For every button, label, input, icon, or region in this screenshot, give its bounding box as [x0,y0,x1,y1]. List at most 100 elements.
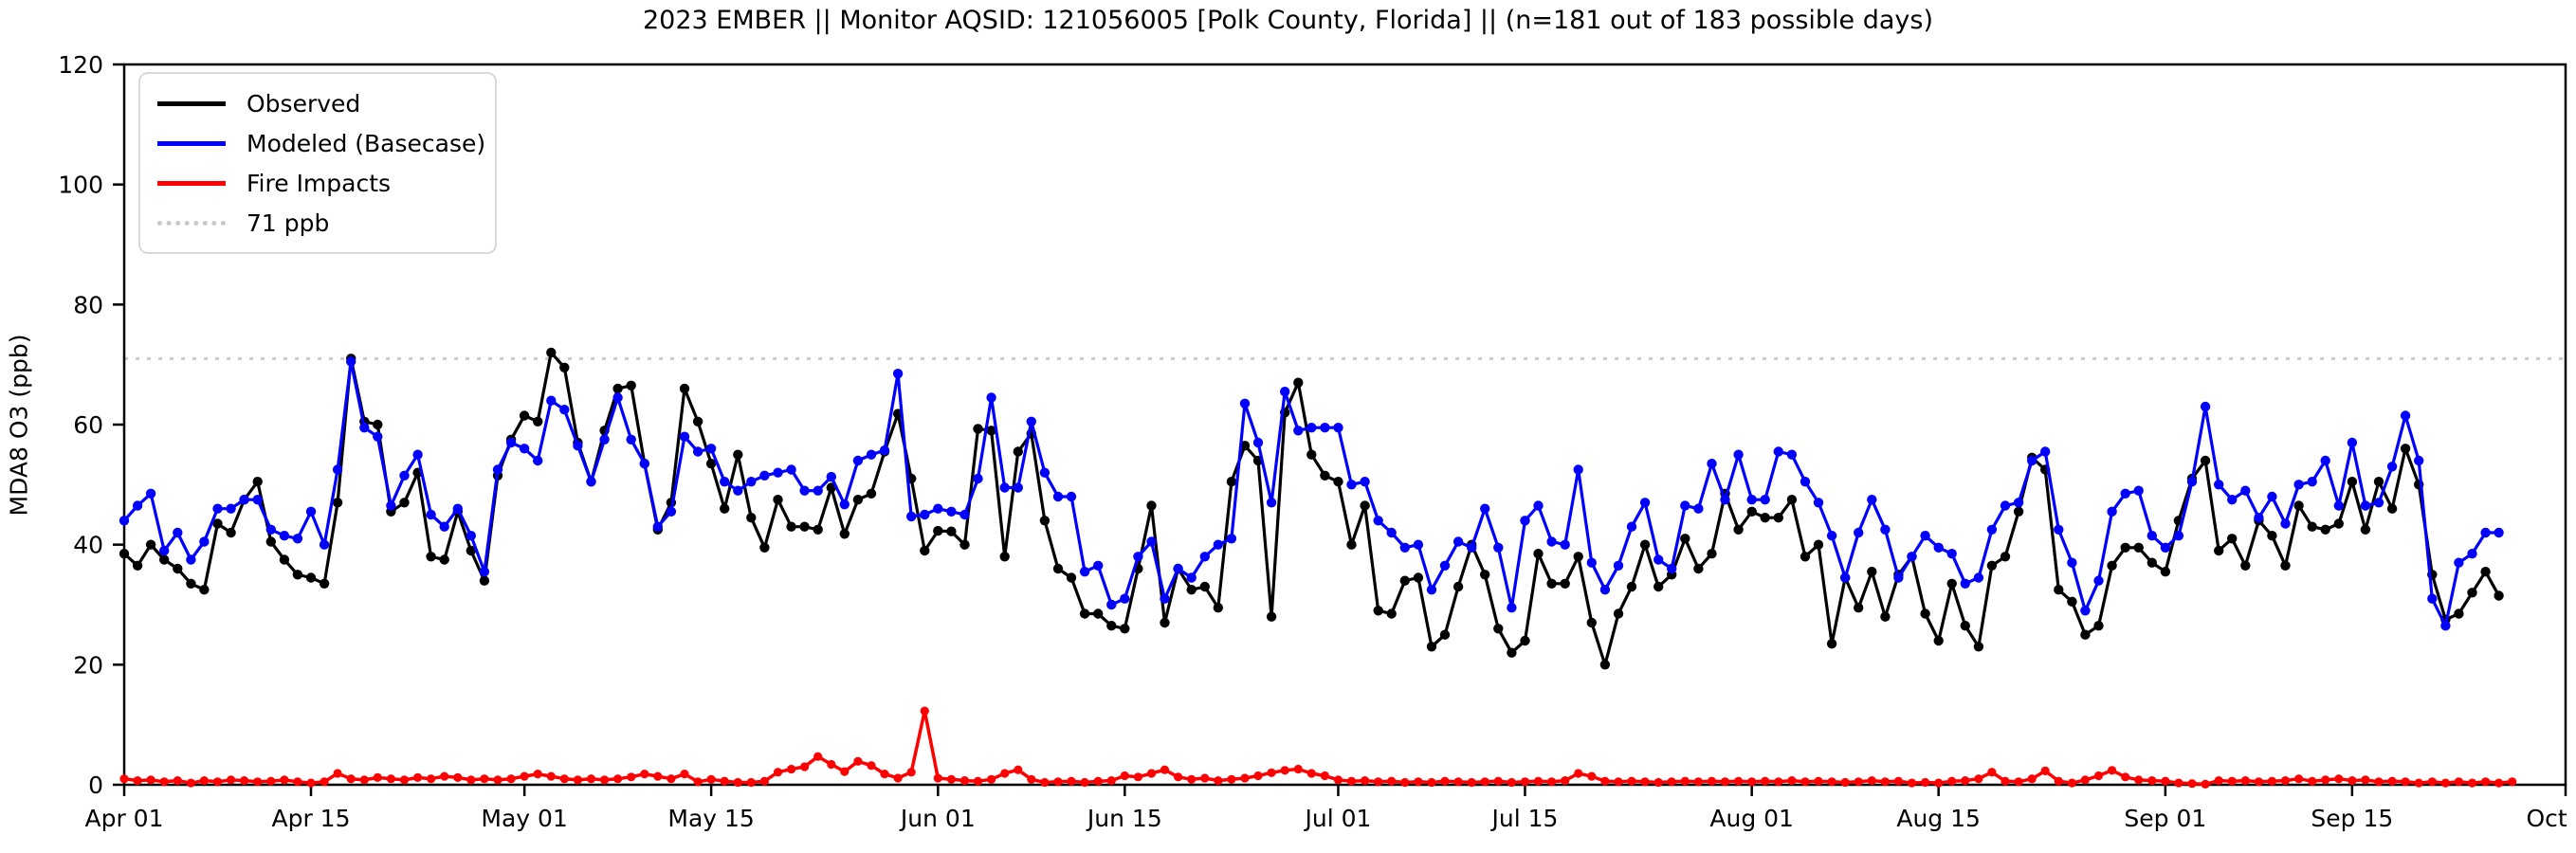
series-modeled-marker [746,477,757,487]
series-modeled-marker [2147,531,2157,541]
legend-line-sample [157,140,226,146]
series-observed-marker [1199,581,1211,592]
series-fire-marker [1306,769,1316,778]
series-fire-marker [1067,776,1076,786]
series-modeled-marker [2427,593,2438,604]
series-observed-marker [1800,552,1811,562]
series-modeled-marker [852,455,864,466]
series-fire-marker [227,775,236,785]
series-observed-marker [2373,477,2384,487]
series-modeled-marker [1413,539,1424,550]
series-fire-marker [1693,777,1703,787]
series-observed-marker [2307,521,2317,532]
series-fire-marker [1653,777,1663,788]
series-modeled-marker [1293,426,1304,436]
x-tick-label: Apr 01 [84,805,163,832]
series-observed-marker [1680,534,1690,544]
series-fire-marker [1200,773,1210,783]
series-fire-marker [399,775,410,785]
series-observed-marker [1813,539,1824,550]
series-modeled-marker [319,539,330,550]
series-modeled-marker [573,441,583,451]
series-observed-marker [252,477,263,487]
series-observed-marker [692,416,703,426]
series-modeled-marker [1733,449,1744,460]
series-modeled-marker [1426,585,1437,595]
series-observed-marker [373,419,383,430]
series-observed-marker [920,545,930,556]
x-tick-label: May 01 [481,805,567,832]
y-tick-label: 40 [73,532,103,559]
series-fire-marker [173,776,182,786]
series-modeled-marker [305,506,317,517]
series-modeled-marker [412,449,423,460]
series-fire-marker [1880,777,1890,787]
series-fire-marker [987,774,996,784]
series-observed-marker [852,495,864,505]
series-observed-marker [1960,621,1970,631]
series-observed-marker [2093,621,2104,631]
series-modeled-marker [1760,495,1770,505]
series-observed-marker [1039,516,1050,526]
series-modeled-marker [359,423,370,433]
series-observed-marker [2160,567,2171,577]
series-modeled-marker [1680,500,1690,511]
series-modeled-marker [265,524,276,535]
series-modeled-marker [1079,567,1090,577]
series-modeled-marker [1252,437,1264,448]
series-modeled-marker [813,485,823,496]
series-observed-marker [159,554,170,565]
series-modeled-marker [639,459,649,469]
series-modeled-marker [1439,560,1451,571]
series-fire-marker [1320,771,1329,781]
series-observed-marker [2360,524,2371,535]
x-tick-label: Jun 15 [1086,805,1162,832]
series-modeled-marker [1573,464,1583,475]
series-observed-marker [1933,635,1944,646]
series-fire-marker [453,772,463,783]
series-modeled-marker [2440,621,2451,631]
x-tick-label: Aug 15 [1896,805,1981,832]
series-modeled-marker [1052,491,1064,502]
series-observed-marker [1773,513,1784,523]
x-tick-label: Jul 01 [1304,805,1372,832]
series-fire-marker [2214,776,2223,786]
series-fire-marker [1614,777,1623,787]
series-observed-marker [1733,524,1744,535]
series-modeled-marker [720,477,730,487]
series-modeled-marker [2467,549,2477,559]
series-fire-marker [920,706,929,716]
series-modeled-marker [826,471,836,482]
series-fire-marker [1093,776,1103,786]
series-modeled-marker [1746,495,1757,505]
series-modeled-marker [1946,549,1957,559]
series-modeled-marker [2133,485,2144,496]
series-modeled-marker [466,531,476,541]
series-observed-marker [2480,567,2491,577]
series-observed-marker [813,524,823,535]
series-fire-marker [1627,776,1636,786]
series-modeled-marker [599,434,610,445]
series-fire-marker [1547,777,1557,787]
series-modeled-marker [2280,518,2291,529]
series-modeled-marker [1933,542,1944,553]
series-modeled-marker [839,499,850,510]
series-modeled-marker [1333,423,1343,433]
series-modeled-marker [559,405,570,415]
series-fire-marker [1387,776,1397,786]
series-fire-marker [359,775,369,785]
series-fire-marker [933,773,942,783]
series-observed-marker [1946,578,1957,589]
series-modeled-marker [1186,572,1197,583]
series-fire-marker [2427,777,2437,787]
series-fire-marker [1174,772,1183,782]
series-modeled-marker [1226,534,1237,544]
series-fire-marker [2040,766,2050,776]
series-fire-marker [1374,777,1383,787]
series-observed-marker [2280,560,2291,571]
series-observed-marker [439,554,449,565]
series-observed-marker [1986,560,1998,571]
series-observed-marker [2454,608,2464,619]
series-fire-marker [2294,774,2304,784]
series-observed-marker [546,347,557,358]
